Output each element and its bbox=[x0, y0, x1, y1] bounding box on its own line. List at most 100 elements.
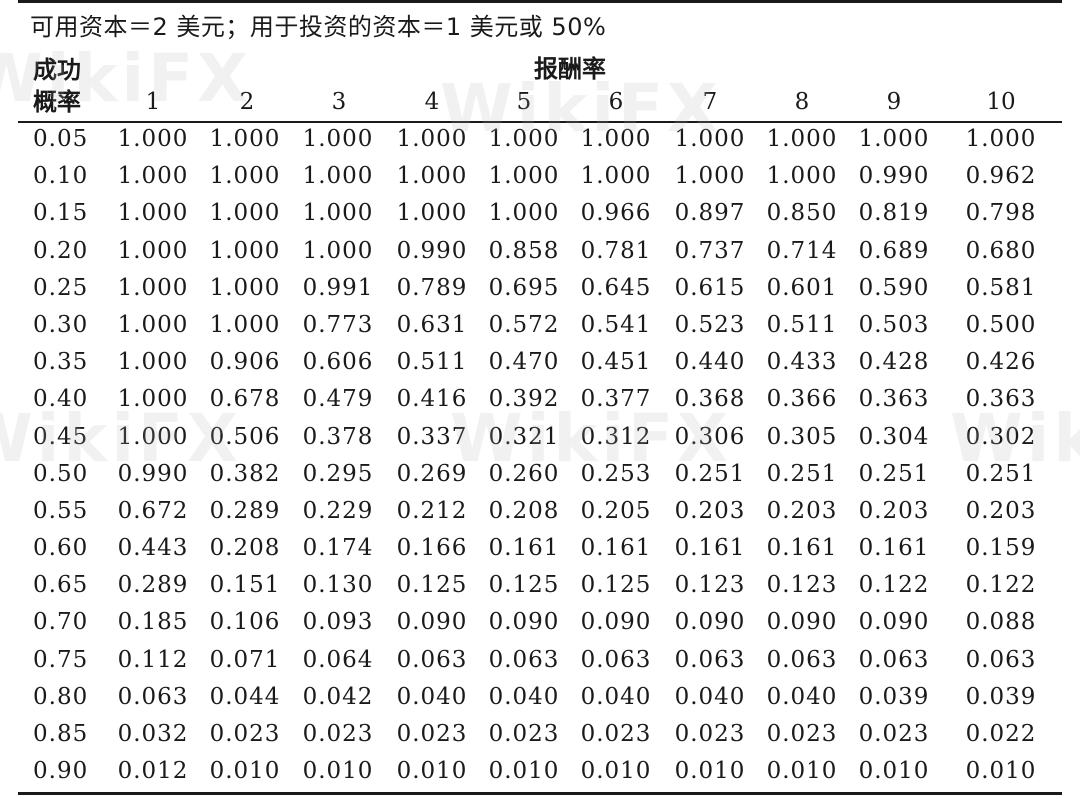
value-cell: 0.382 bbox=[209, 460, 281, 487]
value-cell: 0.208 bbox=[488, 497, 560, 524]
table-row: 0.50 0.990 0.382 0.295 0.269 0.260 0.253 0.251 0… bbox=[0, 456, 1080, 493]
value-cell: 0.023 bbox=[209, 721, 281, 747]
table-row: 0.05 1.000 1.000 1.000 1.000 1.000 1.000 1.000 1… bbox=[0, 121, 1080, 158]
value-cell: 0.426 bbox=[965, 349, 1037, 376]
value-cell: 0.302 bbox=[965, 423, 1037, 450]
value-cell: 0.185 bbox=[117, 609, 189, 636]
value-cell: 1.000 bbox=[117, 386, 189, 413]
value-cell: 0.229 bbox=[302, 497, 374, 524]
probability-cell: 0.50 bbox=[33, 460, 89, 487]
value-cell: 0.645 bbox=[580, 274, 652, 301]
value-cell: 0.798 bbox=[965, 200, 1037, 227]
value-cell: 0.500 bbox=[965, 311, 1037, 338]
value-cell: 1.000 bbox=[117, 423, 189, 450]
value-cell: 1.000 bbox=[965, 126, 1037, 152]
value-cell: 1.000 bbox=[396, 126, 468, 152]
value-cell: 0.010 bbox=[965, 758, 1037, 785]
column-header: 4 bbox=[424, 89, 440, 115]
value-cell: 0.377 bbox=[580, 386, 652, 413]
value-cell: 0.470 bbox=[488, 349, 560, 376]
value-cell: 0.063 bbox=[674, 646, 746, 673]
value-cell: 0.023 bbox=[580, 721, 652, 747]
value-cell: 0.203 bbox=[766, 497, 838, 524]
value-cell: 0.523 bbox=[674, 311, 746, 338]
table-row: 0.75 0.112 0.071 0.064 0.063 0.063 0.063 0.063 0… bbox=[0, 642, 1080, 679]
value-cell: 0.090 bbox=[580, 609, 652, 636]
value-cell: 0.991 bbox=[302, 274, 374, 301]
value-cell: 1.000 bbox=[117, 311, 189, 338]
table-row: 0.70 0.185 0.106 0.093 0.090 0.090 0.090 0.090 0… bbox=[0, 604, 1080, 641]
stub-header-line-1: 成功 bbox=[33, 56, 81, 84]
value-cell: 1.000 bbox=[117, 200, 189, 227]
value-cell: 0.321 bbox=[488, 423, 560, 450]
column-header: 10 bbox=[986, 89, 1016, 115]
value-cell: 0.695 bbox=[488, 274, 560, 301]
table-bottom-rule bbox=[18, 792, 1062, 795]
value-cell: 0.159 bbox=[965, 535, 1037, 562]
value-cell: 0.479 bbox=[302, 386, 374, 413]
probability-cell: 0.35 bbox=[33, 349, 89, 376]
value-cell: 1.000 bbox=[209, 126, 281, 152]
value-cell: 0.253 bbox=[580, 460, 652, 487]
value-cell: 0.433 bbox=[766, 349, 838, 376]
value-cell: 0.023 bbox=[302, 721, 374, 747]
value-cell: 0.040 bbox=[674, 683, 746, 710]
value-cell: 0.305 bbox=[766, 423, 838, 450]
value-cell: 1.000 bbox=[858, 126, 930, 152]
probability-cell: 0.75 bbox=[33, 646, 89, 673]
value-cell: 1.000 bbox=[302, 237, 374, 264]
probability-cell: 0.65 bbox=[33, 572, 89, 599]
value-cell: 0.737 bbox=[674, 237, 746, 264]
value-cell: 0.541 bbox=[580, 311, 652, 338]
value-cell: 0.090 bbox=[396, 609, 468, 636]
table-row: 0.55 0.672 0.289 0.229 0.212 0.208 0.205 0.203 0… bbox=[0, 493, 1080, 530]
value-cell: 1.000 bbox=[209, 311, 281, 338]
value-cell: 0.590 bbox=[858, 274, 930, 301]
value-cell: 1.000 bbox=[117, 237, 189, 264]
value-cell: 0.064 bbox=[302, 646, 374, 673]
value-cell: 0.063 bbox=[396, 646, 468, 673]
value-cell: 0.269 bbox=[396, 460, 468, 487]
table-row: 0.45 1.000 0.506 0.378 0.337 0.321 0.312 0.306 0… bbox=[0, 419, 1080, 456]
table-body: 0.05 1.000 1.000 1.000 1.000 1.000 1.000 1.000 1… bbox=[0, 121, 1080, 790]
probability-cell: 0.30 bbox=[33, 311, 89, 338]
value-cell: 0.161 bbox=[580, 535, 652, 562]
value-cell: 1.000 bbox=[117, 163, 189, 190]
value-cell: 0.511 bbox=[766, 311, 838, 338]
value-cell: 0.040 bbox=[396, 683, 468, 710]
value-cell: 0.010 bbox=[488, 758, 560, 785]
header-rule bbox=[18, 121, 1062, 123]
value-cell: 0.010 bbox=[302, 758, 374, 785]
value-cell: 0.295 bbox=[302, 460, 374, 487]
value-cell: 0.990 bbox=[396, 237, 468, 264]
column-header: 1 bbox=[145, 89, 161, 115]
column-header-row: 1 2 3 4 5 6 7 8 9 10 bbox=[0, 86, 1080, 118]
value-cell: 0.010 bbox=[580, 758, 652, 785]
value-cell: 0.161 bbox=[858, 535, 930, 562]
value-cell: 0.251 bbox=[965, 460, 1037, 487]
value-cell: 0.010 bbox=[674, 758, 746, 785]
value-cell: 0.260 bbox=[488, 460, 560, 487]
probability-cell: 0.70 bbox=[33, 609, 89, 636]
value-cell: 0.503 bbox=[858, 311, 930, 338]
probability-cell: 0.05 bbox=[33, 126, 89, 152]
value-cell: 0.440 bbox=[674, 349, 746, 376]
table-row: 0.80 0.063 0.044 0.042 0.040 0.040 0.040 0.040 0… bbox=[0, 679, 1080, 716]
probability-cell: 0.55 bbox=[33, 497, 89, 524]
column-header: 9 bbox=[886, 89, 902, 115]
value-cell: 0.678 bbox=[209, 386, 281, 413]
value-cell: 0.990 bbox=[117, 460, 189, 487]
value-cell: 1.000 bbox=[117, 126, 189, 152]
value-cell: 0.773 bbox=[302, 311, 374, 338]
probability-cell: 0.90 bbox=[33, 758, 89, 785]
value-cell: 0.039 bbox=[858, 683, 930, 710]
value-cell: 0.040 bbox=[580, 683, 652, 710]
value-cell: 1.000 bbox=[488, 163, 560, 190]
value-cell: 1.000 bbox=[117, 349, 189, 376]
probability-cell: 0.80 bbox=[33, 683, 89, 710]
value-cell: 0.040 bbox=[766, 683, 838, 710]
value-cell: 0.306 bbox=[674, 423, 746, 450]
value-cell: 0.151 bbox=[209, 572, 281, 599]
value-cell: 1.000 bbox=[209, 274, 281, 301]
value-cell: 0.205 bbox=[580, 497, 652, 524]
